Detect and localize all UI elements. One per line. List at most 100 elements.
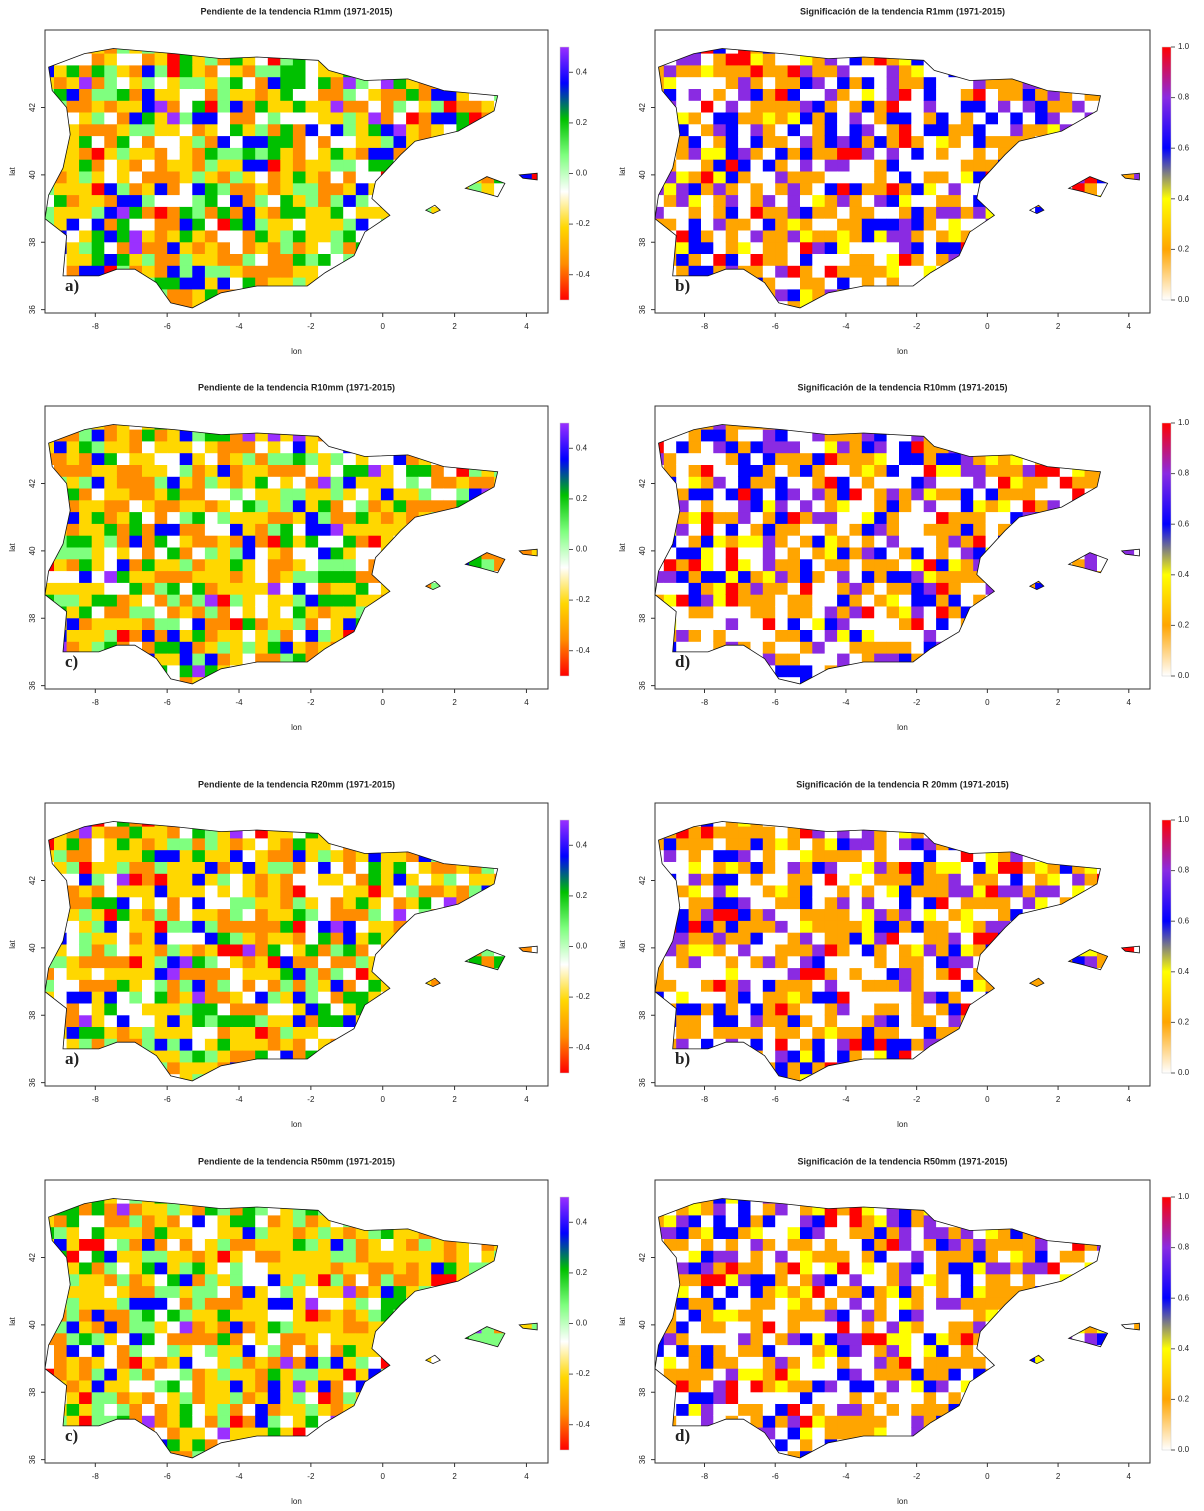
map-cell (180, 476, 193, 488)
map-cell (812, 159, 825, 171)
map-cell (356, 195, 369, 207)
map-cell (92, 535, 105, 547)
map-cell (381, 1062, 394, 1074)
map-cell (456, 1074, 469, 1086)
map-cell (788, 289, 801, 301)
map-cell (318, 920, 331, 932)
map-cell (419, 124, 432, 136)
map-cell (394, 124, 407, 136)
map-cell (129, 826, 142, 838)
map-cell (180, 159, 193, 171)
map-cell (519, 535, 532, 547)
map-cell (356, 885, 369, 897)
map-cell (494, 523, 507, 535)
map-cell (41, 547, 54, 559)
map-cell (104, 653, 117, 665)
map-cell (406, 124, 419, 136)
map-cell (1060, 606, 1073, 618)
map-cell (280, 838, 293, 850)
map-cell (268, 909, 281, 921)
map-cell (79, 838, 92, 850)
map-cell (368, 838, 381, 850)
x-tick-label: -8 (92, 1095, 100, 1104)
map-cell (1010, 53, 1023, 65)
map-cell (519, 500, 532, 512)
map-cell (738, 124, 751, 136)
map-cell (924, 618, 937, 630)
map-cell (356, 814, 369, 826)
map-cell (293, 242, 306, 254)
map-cell (79, 582, 92, 594)
map-cell (243, 1003, 256, 1015)
map-cell (837, 41, 850, 53)
map-cell (142, 571, 155, 583)
map-cell (79, 301, 92, 313)
map-cell (986, 242, 999, 254)
map-cell (751, 535, 764, 547)
map-cell (652, 289, 665, 301)
map-cell (1035, 171, 1048, 183)
map-cell (117, 897, 130, 909)
map-cell (343, 582, 356, 594)
map-cell (255, 77, 268, 89)
map-cell (142, 920, 155, 932)
map-cell (482, 488, 495, 500)
map-cell (887, 618, 900, 630)
map-cell (142, 862, 155, 874)
map-cell (532, 218, 545, 230)
map-cell (180, 488, 193, 500)
colorbar-tick-label: 0.6 (1178, 519, 1190, 528)
map-cell (117, 523, 130, 535)
map-cell (850, 218, 863, 230)
map-cell (751, 677, 764, 689)
map-cell (356, 1027, 369, 1039)
map-cell (949, 159, 962, 171)
map-cell (129, 909, 142, 921)
map-cell (701, 606, 714, 618)
map-cell (664, 535, 677, 547)
map-cell (911, 147, 924, 159)
map-cell (117, 559, 130, 571)
map-cell (293, 594, 306, 606)
map-cell (788, 465, 801, 477)
map-cell (738, 1027, 751, 1039)
map-cell (41, 265, 54, 277)
map-cell (1134, 559, 1147, 571)
map-cell (1109, 89, 1122, 101)
map-cell (664, 183, 677, 195)
map-cell (652, 1015, 665, 1027)
map-cell (986, 547, 999, 559)
map-cell (862, 582, 875, 594)
map-cell (180, 500, 193, 512)
map-cell (689, 991, 702, 1003)
map-cell (117, 618, 130, 630)
map-cell (812, 254, 825, 266)
map-cell (800, 147, 813, 159)
map-cell (800, 512, 813, 524)
x-tick-label: 4 (524, 698, 529, 707)
map-cell (331, 77, 344, 89)
map-cell (949, 100, 962, 112)
map-cell (67, 932, 80, 944)
map-cell (79, 932, 92, 944)
map-cell (812, 453, 825, 465)
map-cell (469, 41, 482, 53)
map-cell (180, 230, 193, 242)
map-cell (117, 677, 130, 689)
map-cell (1072, 429, 1085, 441)
map-cell (306, 850, 319, 862)
map-cell (192, 547, 205, 559)
map-cell (507, 1074, 520, 1086)
map-cell (381, 183, 394, 195)
map-cell (949, 476, 962, 488)
map-cell (911, 488, 924, 500)
map-cell (1048, 136, 1061, 148)
map-cell (331, 897, 344, 909)
map-cell (368, 897, 381, 909)
map-cell (41, 230, 54, 242)
map-cell (155, 289, 168, 301)
map-cell (812, 465, 825, 477)
map-cell (1097, 535, 1110, 547)
map-cell (738, 559, 751, 571)
map-cell (92, 230, 105, 242)
